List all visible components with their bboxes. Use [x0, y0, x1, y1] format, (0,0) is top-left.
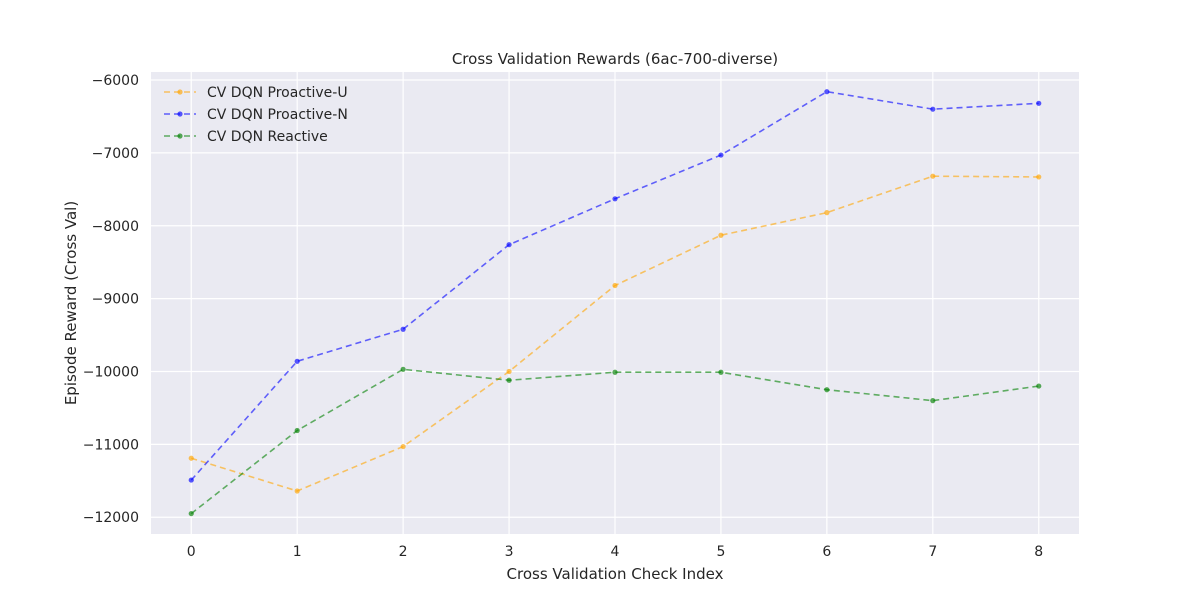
- data-point: [718, 152, 724, 158]
- data-point: [188, 477, 194, 483]
- data-point: [400, 366, 406, 372]
- data-point: [188, 510, 194, 517]
- data-point: [506, 368, 512, 375]
- data-point: [294, 358, 300, 364]
- data-point: [824, 210, 830, 216]
- data-point: [294, 488, 300, 494]
- x-tick-label: 5: [716, 544, 725, 560]
- legend-label: CV DQN Proactive-U: [207, 85, 348, 101]
- data-point: [400, 326, 406, 332]
- legend-marker: [177, 111, 183, 117]
- data-point: [506, 242, 512, 248]
- legend-label: CV DQN Proactive-N: [207, 107, 348, 123]
- data-point: [188, 455, 194, 461]
- x-tick-label: 3: [505, 544, 514, 560]
- data-point: [1036, 100, 1042, 106]
- data-point: [930, 398, 936, 404]
- data-point: [506, 377, 512, 383]
- legend: CV DQN Proactive-U CV DQN Proactive-N CV D…: [164, 85, 348, 145]
- data-point: [612, 196, 618, 202]
- data-point: [718, 369, 724, 375]
- x-tick-label: 0: [187, 544, 196, 560]
- x-tick-label: 4: [611, 544, 620, 560]
- y-tick-label: −6000: [92, 73, 139, 89]
- data-point: [294, 427, 300, 434]
- x-axis-label: Cross Validation Check Index: [507, 565, 724, 583]
- x-tick-label: 8: [1034, 544, 1043, 560]
- series-lines: [188, 89, 1042, 517]
- y-tick-label: −11000: [83, 437, 139, 453]
- y-tick-label: −10000: [83, 364, 139, 380]
- legend-marker: [177, 89, 183, 95]
- x-tick-label: 7: [928, 544, 937, 560]
- data-point: [612, 369, 618, 375]
- x-tick-label: 1: [293, 544, 302, 560]
- y-axis-label: Episode Reward (Cross Val): [62, 201, 80, 405]
- y-tick-label: −12000: [83, 510, 139, 526]
- x-tick-label: 6: [822, 544, 831, 560]
- data-point: [1036, 383, 1042, 389]
- x-tick-label: 2: [399, 544, 408, 560]
- data-point: [400, 443, 406, 450]
- y-tick-label: −8000: [92, 219, 139, 235]
- y-tick-label: −9000: [92, 292, 139, 308]
- x-tick-labels: 0 1 2 3 4 5 6 7 8: [187, 544, 1043, 560]
- series-line-2: [190, 368, 1039, 515]
- data-point: [930, 173, 936, 179]
- y-tick-label: −7000: [92, 146, 139, 162]
- legend-label: CV DQN Reactive: [207, 129, 328, 145]
- x-gridlines: [190, 72, 1040, 534]
- legend-marker: [177, 133, 183, 139]
- data-point: [824, 89, 830, 95]
- data-point: [612, 282, 618, 289]
- y-tick-labels: −6000 −7000 −8000 −9000 −10000 −11000 −12000: [83, 73, 139, 526]
- chart-title: Cross Validation Rewards (6ac-700-divers…: [452, 50, 778, 68]
- data-point: [930, 106, 936, 112]
- data-point: [824, 387, 830, 393]
- data-point: [718, 232, 724, 238]
- data-point: [1036, 174, 1042, 180]
